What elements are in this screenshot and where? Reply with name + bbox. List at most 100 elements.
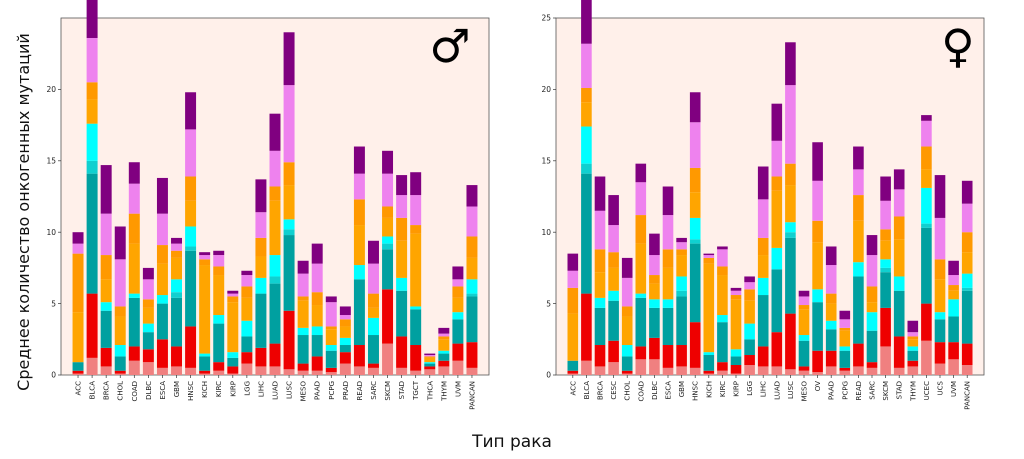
bar-segment-ucs-s3 [934,319,946,343]
bar-segment-lihc-s5 [757,277,769,296]
bar-segment-chol-s7 [621,306,633,317]
x-tick-label-paad: PAAD [828,381,836,400]
bar-segment-hnsc-s2 [689,322,701,368]
bar-segment-kirc-s1 [213,370,225,375]
bar-segment-kich-s9 [199,252,211,256]
bar-segment-tgct-s9 [410,172,422,196]
bar-segment-ucs-s5 [934,312,946,320]
chart-left: 0 5 10 15 20 ACC BLCA BRCA CHOL COAD DLBC ESCA GBM H… [46,0,490,410]
bar-segment-kirp-s1 [227,373,239,375]
bar-segment-ov-s6 [812,242,823,290]
bar-segment-tgct-s6 [410,233,422,307]
bar-segment-cesc-s9 [608,195,619,226]
bar-segment-hnsc-s8 [185,129,197,177]
bar-segment-brca-s6 [594,272,606,298]
x-tick-label-pancan: PANCAN [964,381,972,410]
bar-segment-pancan-s6 [466,257,478,280]
bar-segment-kirp-s6 [227,302,239,353]
bar-segment-pancan-s4 [961,287,973,291]
bar-segment-stad-s9 [396,175,408,196]
bar-segment-pcpg-s6 [325,329,337,346]
bar-segment-gbm-s9 [171,237,182,244]
bar-segment-thca-s2 [424,366,436,370]
bar-segment-paad-s9 [311,243,323,264]
bar-segment-uvm-s8 [948,275,959,286]
bar-segment-thca-s3 [424,363,436,367]
bar-segment-stad-s1 [396,367,408,375]
bar-segment-lihc-s9 [255,179,267,213]
bar-segment-uvm-s9 [452,266,464,280]
bar-segment-coad-s3 [635,297,647,347]
bar-segment-acc-s9 [72,232,84,244]
bar-segment-kirp-s7 [730,295,742,300]
bar-segment-thym-s5 [438,350,450,354]
bar-segment-thca-s6 [424,357,436,363]
bar-segment-thym-s8 [907,332,919,337]
bar-segment-chol-s6 [621,316,633,346]
bar-segment-acc-s8 [567,270,579,288]
bar-segment-pcpg-s8 [839,319,851,328]
x-tick-label-thca: THCA [426,381,434,401]
bar-segment-skcm-s8 [880,200,891,230]
bar-segment-ucs-s7 [934,259,946,280]
bar-segment-lusc-s8 [283,85,295,163]
bar-segment-skcm-s2 [382,289,394,344]
bar-segment-lihc-s1 [255,366,267,375]
bar-segment-brca-s5 [594,297,606,308]
bar-segment-coad-s9 [635,163,647,183]
bar-segment-blca-s4 [581,163,592,174]
x-tick-label-chol: CHOL [624,381,632,401]
bar-segment-ucec-s9 [921,115,932,121]
bar-segment-lihc-s9 [757,166,769,200]
bar-segment-acc-s1 [72,373,84,375]
bar-segment-uvm-s2 [452,343,464,361]
x-tick-label-skcm: SKCM [882,381,890,401]
bar-segment-ucs-s1 [934,363,946,375]
bar-segment-brca-s3 [100,310,112,348]
bar-segment-chol-s5 [114,345,126,357]
bar-segment-coad-s8 [128,183,140,214]
bar-segment-sarc-s3 [866,330,878,363]
bar-segment-sarc-s1 [866,367,878,375]
bar-segment-dlbc-s2 [649,337,660,360]
bar-segment-paad-s3 [825,329,837,351]
bar-segment-gbm-s6 [676,255,687,277]
bar-segment-ucec-s3 [921,227,932,304]
y-ticks-right: 0 5 10 15 20 25 [541,14,556,380]
bar-segment-luad-s8 [269,150,281,187]
bar-segment-gbm-s8 [171,243,182,251]
x-tick-label-sarc: SARC [370,381,378,400]
y-tick-label: 15 [541,157,551,166]
bar-segment-acc-s6 [567,313,579,361]
bar-segment-skcm-s9 [880,176,891,201]
bar-segment-luad-s9 [269,113,281,151]
bar-segment-blca-s8 [581,43,592,88]
bar-segment-coad-s5 [128,293,140,298]
bar-segment-esca-s7 [156,245,168,264]
bar-segment-prad-s5 [339,337,351,346]
bar-segment-hnsc-s1 [689,367,701,375]
bar-segment-lusc-s2 [785,313,796,370]
bar-segment-prad-s6 [339,326,351,338]
bar-segment-thym-s7 [438,336,450,340]
bar-segment-read-s9 [853,146,864,170]
bar-segment-skcm-s2 [880,307,891,347]
x-tick-label-pancan: PANCAN [468,381,476,410]
bar-segment-hnsc-s3 [185,250,197,327]
bar-segment-uvm-s6 [452,297,464,313]
bar-segment-blca-s3 [86,173,98,294]
bar-segment-lusc-s9 [785,42,796,86]
bar-segment-stad-s1 [893,367,905,375]
bar-segment-thym-s9 [438,327,450,334]
bar-segment-lgg-s9 [744,276,755,283]
bar-segment-meso-s6 [297,300,309,328]
bar-segment-meso-s9 [297,260,309,274]
bar-segment-ov-s5 [812,289,823,303]
bar-segment-kich-s5 [199,353,211,357]
bar-segment-kich-s5 [703,352,715,356]
bar-segment-paad-s6 [311,305,323,327]
bar-segment-luad-s1 [771,366,783,375]
bar-segment-coad-s6 [635,243,647,294]
x-tick-label-kirc: KIRC [719,381,727,397]
bar-segment-lusc-s2 [283,310,295,370]
